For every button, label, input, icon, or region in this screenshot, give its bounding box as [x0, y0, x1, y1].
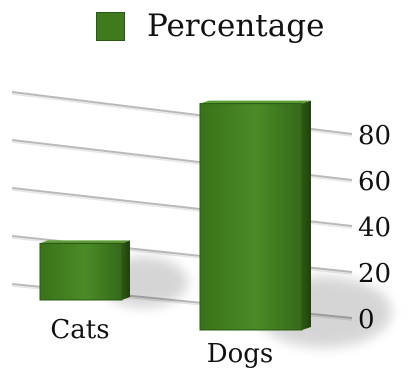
- x-tick-label: Cats: [50, 315, 109, 345]
- legend-swatch: [96, 11, 125, 41]
- legend: Percentage: [96, 8, 324, 44]
- y-tick-label: 40: [358, 213, 391, 243]
- bar: [39, 242, 123, 301]
- y-tick-label: 80: [358, 121, 391, 151]
- bar-top: [200, 100, 311, 104]
- bar-side: [302, 100, 311, 330]
- bar-side: [122, 240, 130, 300]
- bar: [199, 103, 303, 331]
- legend-label: Percentage: [147, 8, 325, 44]
- bar-top: [40, 240, 130, 244]
- y-tick-label: 60: [358, 167, 391, 197]
- x-tick-label: Dogs: [207, 339, 274, 369]
